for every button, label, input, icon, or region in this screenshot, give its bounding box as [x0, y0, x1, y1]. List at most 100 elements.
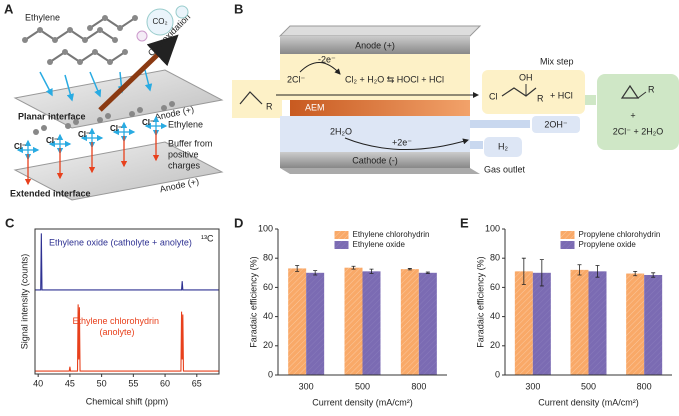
x-tick-label: 40	[33, 378, 43, 388]
bar	[626, 273, 645, 375]
x-tick-label: 60	[160, 378, 170, 388]
gas-outlet: Gas outlet	[484, 164, 526, 174]
bar	[400, 269, 419, 375]
plot-frame	[34, 228, 220, 375]
legend-label: Propylene oxide	[579, 240, 637, 249]
reactant-r: R	[266, 101, 273, 111]
spectrum	[35, 304, 219, 372]
legend-label: Propylene chlorohydrin	[579, 230, 661, 239]
reduction: +2e⁻	[392, 137, 412, 147]
anolyte-zone	[280, 54, 470, 100]
x-axis-label: Current density (mA/cm²)	[538, 397, 639, 407]
panel-a: A Overoxidation CO₂ Ethylene Planar inte…	[4, 1, 224, 201]
molecule	[129, 111, 135, 117]
annotation: ¹³C	[201, 233, 214, 243]
cathode-plate	[280, 152, 470, 168]
bubble	[136, 30, 148, 42]
error-bar	[651, 272, 656, 278]
error-bar	[295, 265, 300, 272]
bar	[288, 268, 307, 375]
overoxidation-arrow	[98, 34, 179, 112]
hydrogen-box	[484, 137, 522, 157]
ion-label: Cl⁻	[46, 136, 58, 145]
x-tick-label: 300	[299, 381, 314, 391]
x-tick-label: 55	[128, 378, 138, 388]
note-line: Buffer from	[168, 138, 212, 148]
catholyte-zone	[280, 116, 470, 152]
error-bar	[577, 264, 582, 276]
extended-plane	[13, 141, 224, 201]
bar	[588, 271, 607, 375]
molecule-name: Ethylene	[25, 12, 60, 22]
panel-label: A	[4, 1, 14, 16]
interface-label: Planar interface	[18, 111, 86, 121]
bond	[637, 91, 647, 99]
legend-label: Ethylene oxide	[353, 240, 406, 249]
molecule	[33, 129, 39, 135]
panel-label: B	[234, 1, 243, 16]
x-tick-label: 50	[97, 378, 107, 388]
legend-swatch	[334, 231, 349, 239]
panel-label: D	[234, 215, 243, 230]
y-tick-label: 60	[263, 282, 273, 292]
ion-label: Cl⁻	[78, 130, 90, 139]
y-tick-label: 0	[268, 369, 273, 379]
molecule	[97, 117, 103, 123]
plus: +	[630, 110, 635, 120]
error-bar	[313, 270, 318, 276]
error-bar	[633, 270, 638, 277]
molecule	[137, 107, 143, 113]
epoxide-box	[597, 74, 679, 150]
mix-step: Mix step	[540, 56, 574, 66]
x-tick-label: 800	[411, 381, 426, 391]
molecule	[169, 101, 175, 107]
x-tick-label: 300	[525, 381, 540, 391]
legend-label: Ethylene chlorohydrin	[353, 230, 430, 239]
y-tick-label: 20	[490, 340, 500, 350]
x-tick-label: 65	[192, 378, 202, 388]
molecule	[65, 123, 71, 129]
planar-plane	[13, 69, 224, 129]
epoxide-r: R	[648, 84, 655, 94]
molecule-name: Ethylene	[168, 119, 203, 129]
oxidation-arrow	[299, 62, 341, 75]
molecule	[105, 113, 111, 119]
x-tick-label: 800	[637, 381, 652, 391]
spectrum	[35, 233, 219, 291]
x-tick-label: 500	[355, 381, 370, 391]
x-axis-label: Chemical shift (ppm)	[86, 396, 169, 406]
y-axis-label: Faradaic efficiency (%)	[475, 256, 485, 347]
y-tick-label: 80	[490, 253, 500, 263]
panel-b: B Anode (+) AEM Cathode (-) R 2Cl⁻ -2e⁻ …	[232, 1, 679, 174]
legend-swatch	[560, 231, 575, 239]
error-bar	[521, 257, 526, 285]
chlorohydrin-box	[482, 70, 585, 114]
y-tick-label: 40	[490, 311, 500, 321]
panel-label: E	[460, 215, 469, 230]
molecules-top	[24, 16, 136, 64]
molecule	[161, 105, 167, 111]
bar	[344, 267, 363, 375]
hydroxide-box	[532, 116, 580, 133]
water: 2H₂O	[330, 126, 352, 136]
anode-top	[278, 25, 482, 37]
note-line: charges	[168, 160, 201, 170]
error-bar	[595, 265, 600, 278]
chlorohydrin-cl: Cl	[489, 91, 498, 101]
hydrogen: H₂	[498, 141, 508, 151]
arrows-top	[39, 69, 153, 102]
error-bar	[351, 265, 356, 270]
x-tick-label: 45	[65, 378, 75, 388]
hydroxide: 2OH⁻	[544, 119, 568, 129]
cathode-bottom	[280, 168, 480, 174]
chlorohydrin	[501, 87, 537, 97]
bar	[532, 272, 551, 375]
chloride: 2Cl⁻	[287, 74, 306, 84]
y-axis-label: Faradaic efficiency (%)	[248, 256, 258, 347]
y-tick-label: 100	[485, 223, 500, 233]
ion-label: Cl⁻	[110, 124, 122, 133]
y-tick-label: 0	[495, 369, 500, 379]
bar	[644, 274, 663, 375]
y-tick-label: 60	[490, 282, 500, 292]
